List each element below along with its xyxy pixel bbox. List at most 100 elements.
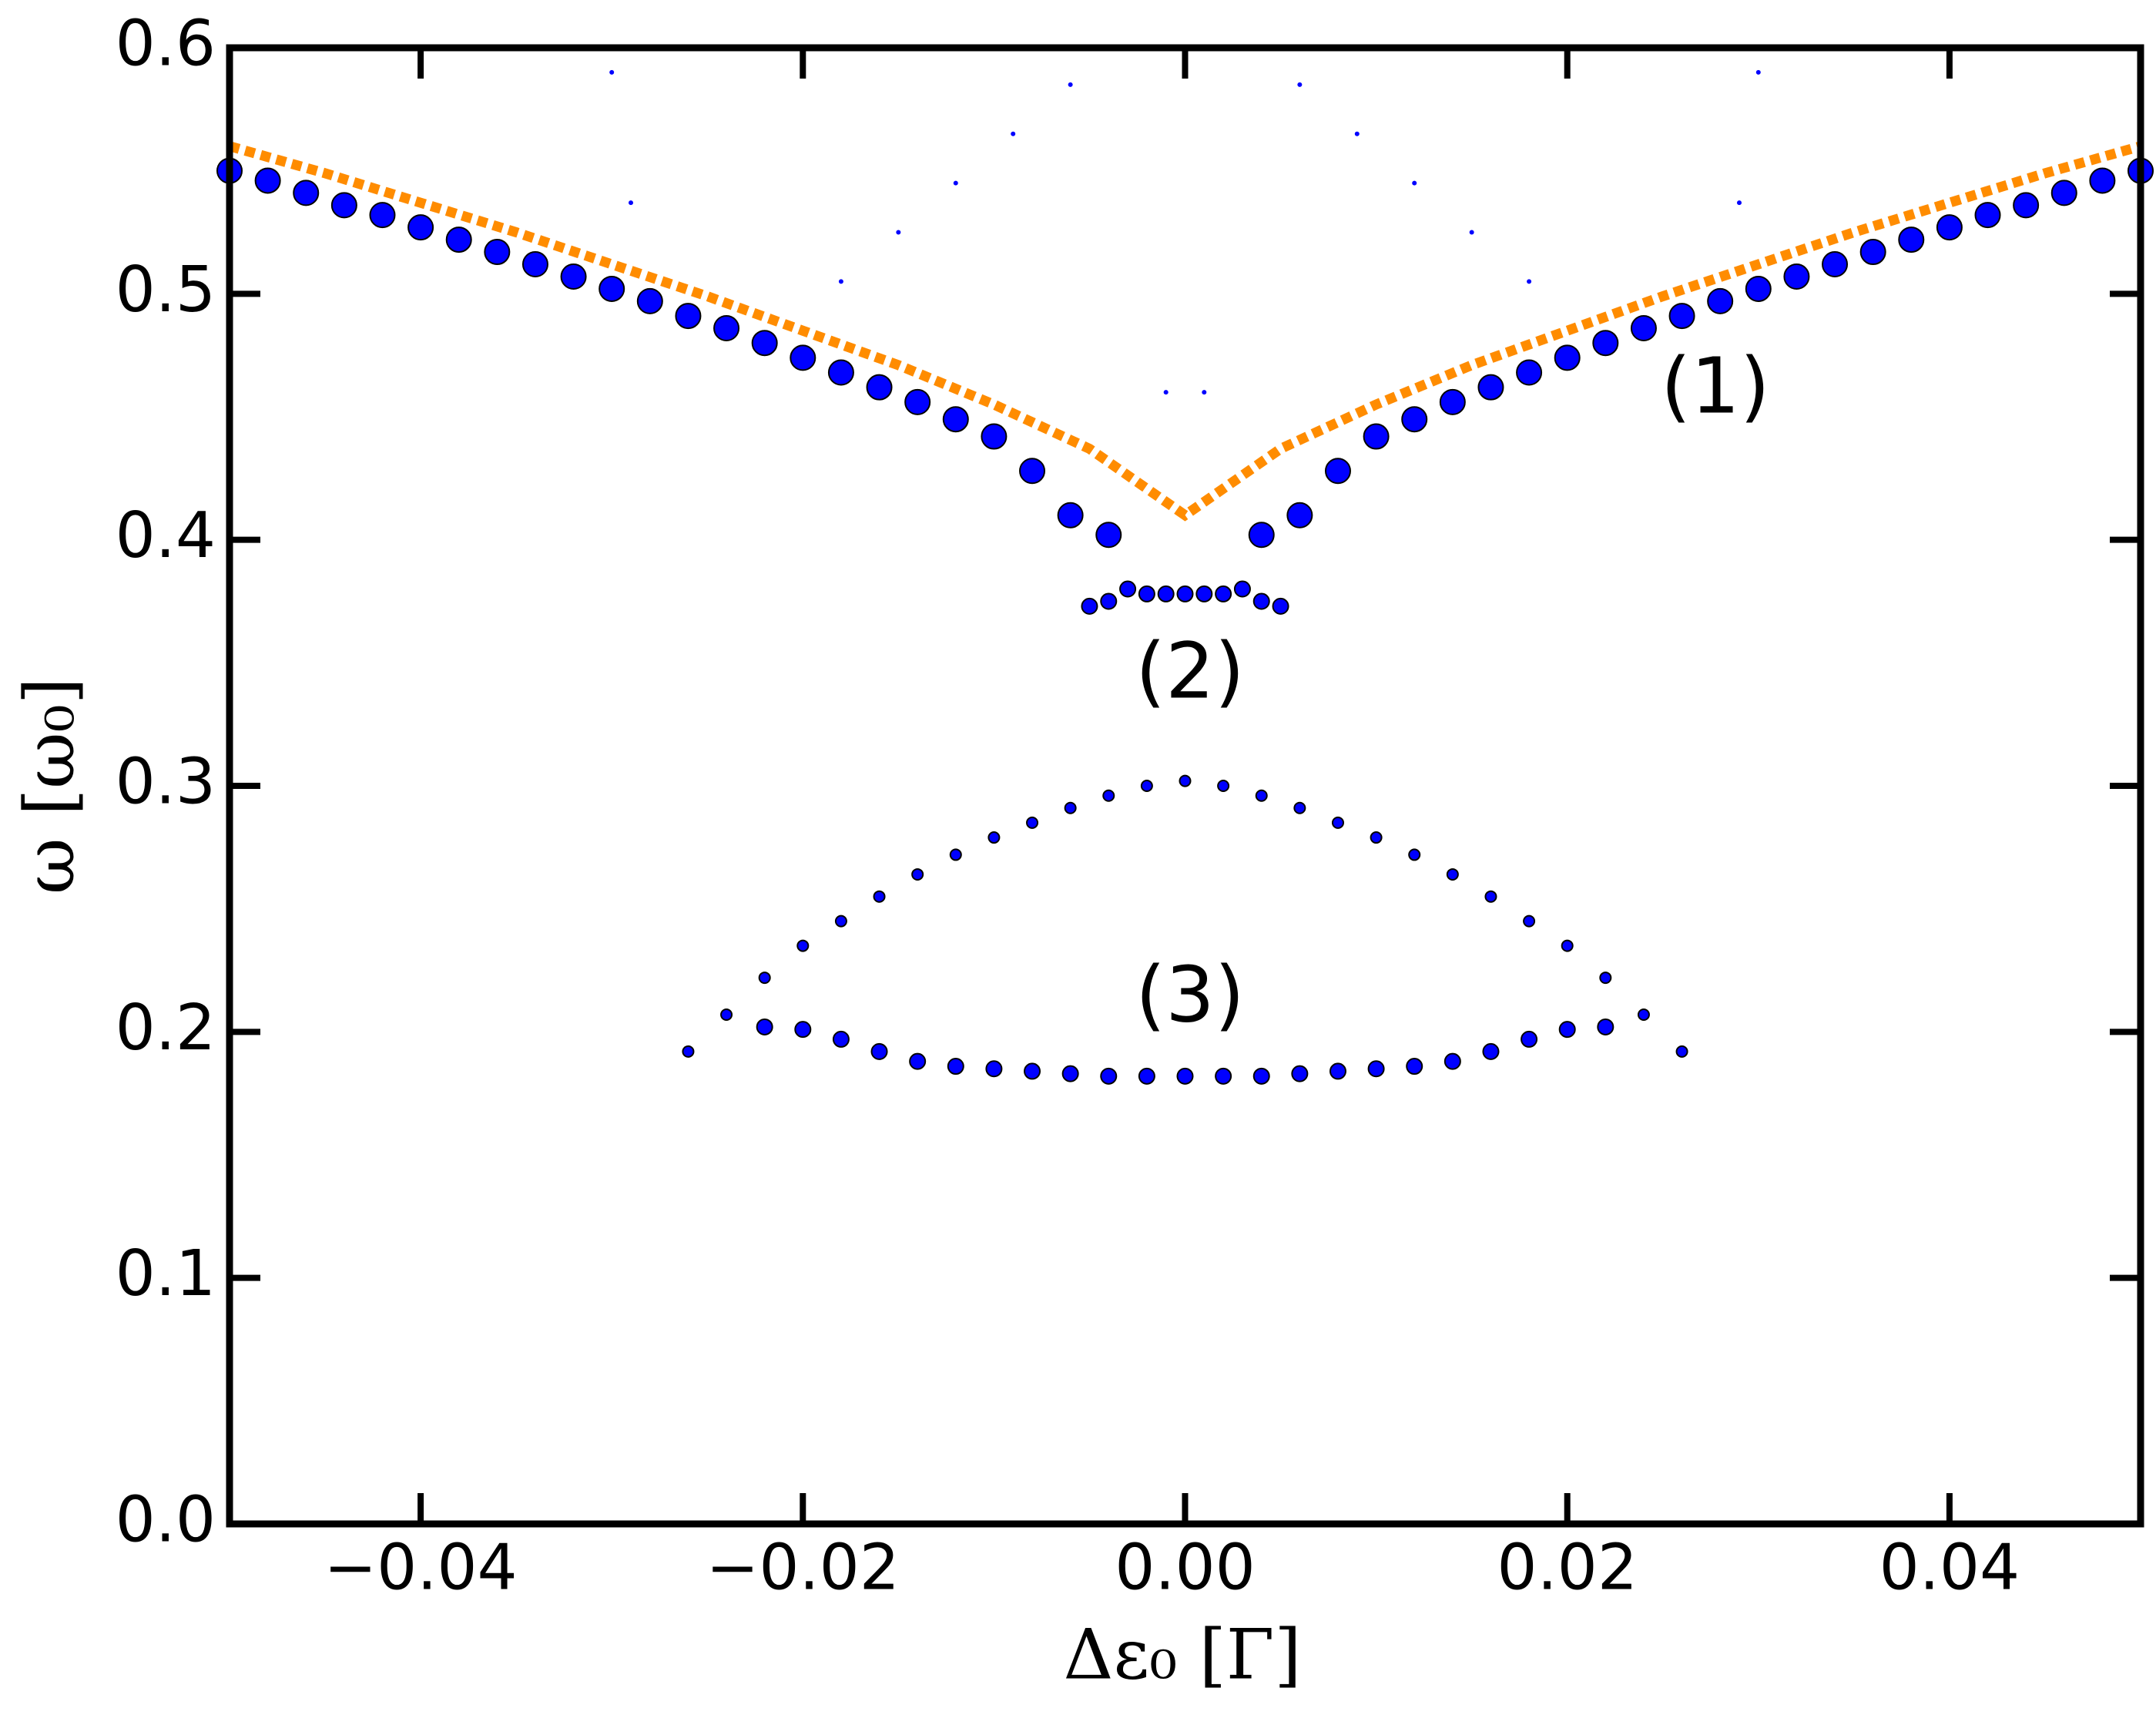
y-tick-label: 0.5 — [116, 253, 216, 327]
point — [1217, 780, 1230, 792]
point — [751, 330, 778, 357]
point — [1100, 592, 1118, 610]
y-tick-label: 0.2 — [116, 992, 216, 1065]
point — [330, 192, 357, 219]
point — [1554, 344, 1581, 371]
point — [790, 344, 816, 371]
point — [1061, 1065, 1079, 1082]
point — [1215, 1067, 1232, 1085]
point — [870, 1042, 888, 1060]
point — [942, 406, 969, 433]
point — [1707, 287, 1734, 314]
point — [1822, 251, 1849, 278]
point — [1367, 1060, 1385, 1078]
point — [1064, 801, 1077, 814]
x-axis-label: Δε₀ [Γ] — [1064, 1614, 1302, 1695]
point — [1561, 939, 1574, 952]
point — [1630, 315, 1657, 342]
point — [1443, 1052, 1461, 1070]
annotation: (1) — [1661, 341, 1770, 431]
point — [293, 180, 320, 206]
point — [713, 315, 740, 342]
y-tick-label: 0.3 — [116, 745, 216, 818]
point — [1597, 1018, 1614, 1035]
x-tick-label: 0.04 — [1879, 1531, 2020, 1604]
point — [1119, 580, 1137, 598]
point — [1354, 131, 1360, 136]
point — [796, 939, 810, 952]
point — [1370, 831, 1383, 844]
point — [636, 287, 663, 314]
point — [953, 180, 958, 186]
plot-frame — [226, 44, 2144, 1528]
point — [1406, 1058, 1423, 1076]
point — [1252, 592, 1270, 610]
point — [832, 1030, 850, 1048]
point — [1401, 406, 1428, 433]
point — [1057, 502, 1084, 529]
point — [1024, 1062, 1041, 1080]
point — [2050, 180, 2077, 206]
x-tick-label: −0.02 — [706, 1531, 900, 1604]
point — [1233, 580, 1251, 598]
point — [445, 227, 472, 253]
point — [1469, 230, 1474, 235]
point — [904, 388, 931, 415]
point — [794, 1021, 812, 1039]
point — [873, 890, 886, 903]
point — [1068, 82, 1073, 87]
point — [911, 868, 924, 881]
point — [758, 972, 771, 985]
point — [949, 848, 962, 861]
point — [720, 1008, 733, 1021]
point — [1477, 374, 1504, 401]
x-tick-label: −0.04 — [324, 1531, 517, 1604]
point — [560, 263, 587, 290]
point — [1297, 82, 1303, 87]
point — [407, 214, 434, 241]
point — [1176, 1067, 1194, 1085]
point — [1019, 458, 1046, 485]
point — [2089, 167, 2116, 194]
y-tick-label: 0.1 — [116, 1237, 216, 1311]
point — [1179, 774, 1192, 787]
point — [909, 1052, 927, 1070]
point — [1974, 202, 2001, 229]
point — [1255, 789, 1268, 802]
point — [1026, 816, 1039, 829]
point — [1248, 522, 1275, 549]
x-tick-label: 0.02 — [1497, 1531, 1638, 1604]
point — [521, 251, 548, 278]
point — [1599, 972, 1612, 985]
point — [2013, 192, 2040, 219]
point — [1412, 180, 1417, 186]
point — [838, 279, 843, 284]
point — [1293, 801, 1306, 814]
point — [609, 69, 615, 75]
point — [1291, 1065, 1309, 1082]
point — [947, 1058, 964, 1076]
point — [629, 200, 634, 206]
point — [1859, 239, 1886, 266]
point — [827, 359, 854, 386]
point — [756, 1018, 773, 1035]
point — [1446, 868, 1459, 881]
point — [1521, 1030, 1538, 1048]
point — [369, 202, 396, 229]
y-tick-label: 0.0 — [116, 1483, 216, 1556]
point — [1081, 597, 1098, 615]
point — [1755, 69, 1761, 75]
point — [1324, 458, 1351, 485]
point — [484, 239, 511, 266]
point — [1637, 1008, 1650, 1021]
point — [1163, 390, 1169, 395]
point — [1783, 263, 1810, 290]
annotation: (3) — [1135, 949, 1245, 1039]
point — [1138, 585, 1155, 602]
point — [987, 831, 1001, 844]
point — [1592, 330, 1619, 357]
point — [981, 423, 1008, 450]
point — [1936, 214, 1963, 241]
point — [1252, 1067, 1270, 1085]
